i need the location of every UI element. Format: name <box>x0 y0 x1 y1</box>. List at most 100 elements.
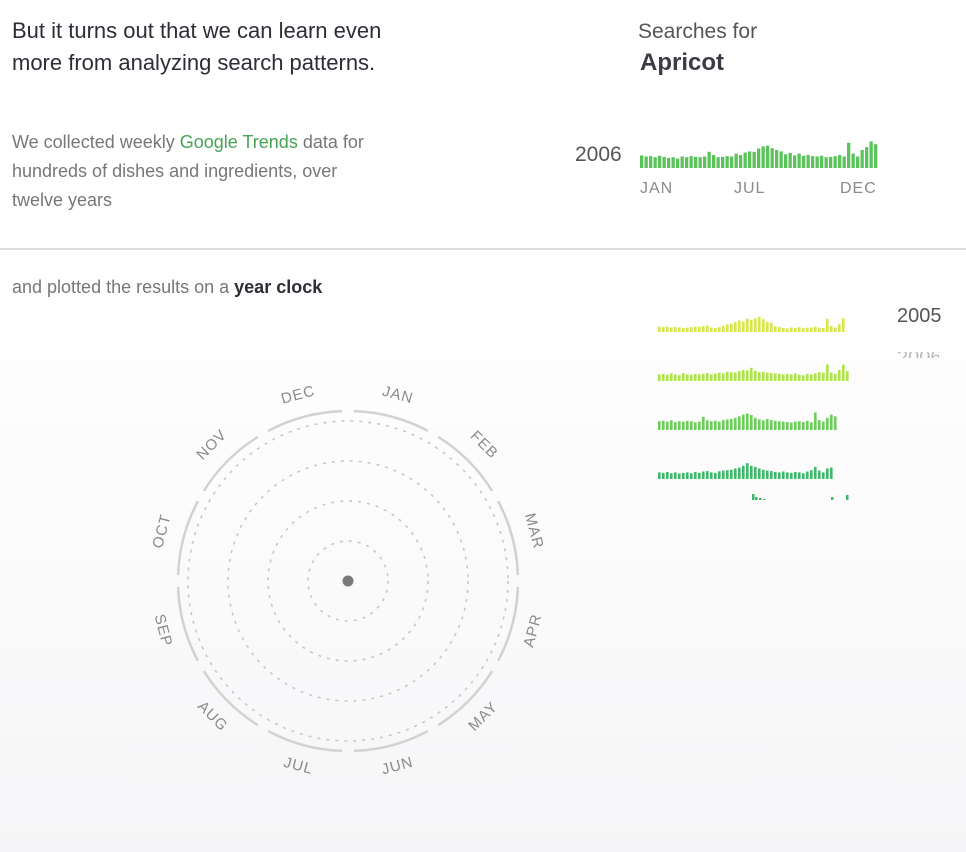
clock-month-label-sep: SEP <box>151 612 176 648</box>
sparkline-bar <box>716 157 720 168</box>
sparkline-bar <box>658 155 662 168</box>
year-row-bar <box>822 421 825 430</box>
sparkline-bar <box>820 155 824 168</box>
clock-month-arc <box>267 729 343 753</box>
year-row-bar <box>786 328 789 332</box>
year-row-bar <box>754 318 757 332</box>
sparkline-bar <box>784 154 788 168</box>
year-label-2005: 2005 <box>897 305 942 327</box>
year-row-bar <box>802 473 805 479</box>
sparkline-bar <box>842 156 846 168</box>
year-row-bar <box>750 319 753 332</box>
clock-month-label-aug: AUG <box>194 698 231 735</box>
year-row-bar <box>770 471 773 479</box>
year-row-bar <box>734 322 737 332</box>
year-row-bar <box>790 422 793 430</box>
year-row-bar <box>702 471 705 479</box>
clock-month-arc <box>437 435 494 492</box>
searches-for-label: Searches for <box>638 20 758 43</box>
sparkline-bar <box>766 145 770 168</box>
clock-month-arcs <box>176 409 520 753</box>
sparkline-bar <box>676 158 680 168</box>
sparkline-bar <box>649 156 653 168</box>
sparkline-bar <box>833 156 837 168</box>
year-row-bar <box>670 473 673 479</box>
year-row-bar <box>738 320 741 332</box>
year-row-bar <box>790 472 793 479</box>
year-row-bar <box>714 420 717 430</box>
year-row-bar <box>670 420 673 430</box>
year-row-bar <box>822 372 825 381</box>
year-row-bar <box>758 372 761 381</box>
year-row-bar <box>718 471 721 479</box>
year-row-bar <box>746 370 749 381</box>
year-row-bar <box>662 472 665 479</box>
year-row-bar <box>718 327 721 332</box>
year-row-bar <box>814 326 817 332</box>
intro-panel: But it turns out that we can learn even … <box>0 0 966 249</box>
year-row-bar <box>818 372 821 381</box>
year-row-bar <box>810 374 813 381</box>
year-row-bar <box>778 421 781 430</box>
year-row-bar <box>766 372 769 381</box>
year-row-bar <box>718 372 721 381</box>
sparkline-bar <box>739 155 743 168</box>
year-row-bar <box>818 420 821 430</box>
sparkline-bar <box>662 156 666 168</box>
year-row-bar <box>846 371 849 381</box>
year-row-bar <box>763 499 766 500</box>
year-row-bar <box>806 373 809 381</box>
year-row-bar <box>810 422 813 430</box>
year-row-bar <box>814 412 817 430</box>
year-row-bar <box>686 472 689 479</box>
intro-text-end: data for hundreds of dishes and ingredie… <box>12 132 364 210</box>
sparkline-bar <box>743 152 747 168</box>
google-trends-link[interactable]: Google Trends <box>179 132 298 152</box>
year-row-bar <box>806 420 809 430</box>
clock-month-label-jan: JAN <box>380 383 415 408</box>
year-row-bar <box>774 373 777 381</box>
year-row-bar <box>762 371 765 381</box>
clock-month-label-jun: JUN <box>380 754 415 779</box>
sparkline-bar <box>712 155 716 168</box>
year-row-bar <box>770 419 773 430</box>
clock-month-arc <box>437 670 494 727</box>
year-row-bar <box>831 497 834 500</box>
year-row-bar <box>814 373 817 381</box>
sparkline-bar <box>698 157 702 168</box>
sparkline-bar <box>761 146 765 168</box>
sparkline-bar <box>779 151 783 168</box>
year-row-bar <box>806 327 809 332</box>
caption-text: and plotted the results on a <box>12 277 235 297</box>
caption-emphasis: year clock <box>234 277 323 297</box>
clock-month-label-apr: APR <box>520 612 545 649</box>
year-row-bar <box>802 375 805 381</box>
year-row-bar <box>702 326 705 332</box>
clock-month-arc <box>267 409 343 433</box>
year-row-bar <box>686 327 689 332</box>
year-row-bar <box>690 421 693 430</box>
year-row-bar <box>662 420 665 430</box>
sparkline-bar <box>667 157 671 168</box>
sparkline-bar <box>806 155 810 168</box>
sparkline-bar <box>752 151 756 168</box>
year-row-bar <box>678 327 681 332</box>
year-row-bar <box>742 465 745 479</box>
sparkline-bar <box>815 156 819 168</box>
year-row-bar <box>658 421 661 430</box>
year-row-bar <box>706 373 709 381</box>
year-row-bar <box>794 328 797 332</box>
year-row-bar <box>710 421 713 430</box>
clock-month-label-oct: OCT <box>149 512 174 550</box>
year-row-bar <box>778 472 781 479</box>
year-row-bar <box>834 416 837 430</box>
section-divider <box>0 248 966 250</box>
clock-month-label-may: MAY <box>465 698 501 734</box>
year-row-bar <box>730 323 733 332</box>
sparkline-bar <box>802 155 806 168</box>
year-row-bar <box>698 326 701 332</box>
clock-ring <box>227 460 469 702</box>
sparkline-bar <box>725 156 729 168</box>
year-row-bar <box>666 326 669 332</box>
year-row-bar <box>758 419 761 430</box>
